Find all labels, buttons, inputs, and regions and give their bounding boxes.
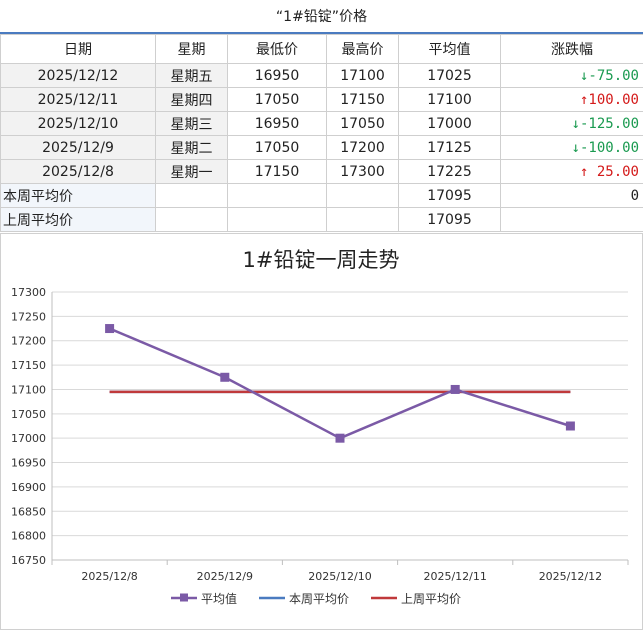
cell-weekday[interactable]: 星期五 — [156, 64, 228, 88]
data-point — [336, 434, 345, 443]
last-week-row: 上周平均价 17095 — [1, 208, 643, 232]
cell-weekday[interactable]: 星期四 — [156, 88, 228, 112]
y-tick-label: 17000 — [11, 432, 46, 445]
y-tick-label: 17300 — [11, 286, 46, 299]
cell-avg[interactable]: 17100 — [399, 88, 501, 112]
last-week-avg[interactable]: 17095 — [399, 208, 501, 232]
header-avg[interactable]: 平均值 — [399, 35, 501, 64]
x-tick-label: 2025/12/8 — [81, 570, 137, 583]
empty-cell[interactable] — [501, 208, 643, 232]
cell-date[interactable]: 2025/12/10 — [1, 112, 156, 136]
data-point — [220, 373, 229, 382]
cell-avg[interactable]: 17225 — [399, 160, 501, 184]
cell-date[interactable]: 2025/12/8 — [1, 160, 156, 184]
table-header-row: 日期 星期 最低价 最高价 平均值 涨跌幅 — [1, 35, 643, 64]
table-row: 2025/12/8 星期一 17150 17300 17225 ↑ 25.00 — [1, 160, 643, 184]
y-tick-label: 16800 — [11, 530, 46, 543]
header-change[interactable]: 涨跌幅 — [501, 35, 643, 64]
header-low[interactable]: 最低价 — [228, 35, 327, 64]
y-tick-label: 16900 — [11, 481, 46, 494]
trend-chart[interactable]: 1#铅锭一周走势 16750 16800 16850 16900 16950 17000 1… — [0, 233, 643, 630]
legend-label: 上周平均价 — [401, 592, 461, 606]
cell-change[interactable]: ↓-100.00 — [501, 136, 643, 160]
this-week-label[interactable]: 本周平均价 — [1, 184, 156, 208]
y-tick-label: 17050 — [11, 408, 46, 421]
data-point — [566, 422, 575, 431]
cell-change[interactable]: ↓-75.00 — [501, 64, 643, 88]
empty-cell[interactable] — [327, 184, 399, 208]
cell-change[interactable]: ↑100.00 — [501, 88, 643, 112]
cell-change[interactable]: ↓-125.00 — [501, 112, 643, 136]
table-row: 2025/12/10 星期三 16950 17050 17000 ↓-125.0… — [1, 112, 643, 136]
x-tick-label: 2025/12/10 — [308, 570, 371, 583]
cell-weekday[interactable]: 星期二 — [156, 136, 228, 160]
y-tick-label: 16950 — [11, 457, 46, 470]
cell-high[interactable]: 17200 — [327, 136, 399, 160]
header-high[interactable]: 最高价 — [327, 35, 399, 64]
cell-high[interactable]: 17150 — [327, 88, 399, 112]
y-tick-label: 17200 — [11, 335, 46, 348]
y-tick-label: 17150 — [11, 359, 46, 372]
header-date[interactable]: 日期 — [1, 35, 156, 64]
empty-cell[interactable] — [228, 208, 327, 232]
table-row: 2025/12/11 星期四 17050 17150 17100 ↑100.00 — [1, 88, 643, 112]
cell-date[interactable]: 2025/12/11 — [1, 88, 156, 112]
last-week-label[interactable]: 上周平均价 — [1, 208, 156, 232]
cell-high[interactable]: 17100 — [327, 64, 399, 88]
cell-change[interactable]: ↑ 25.00 — [501, 160, 643, 184]
cell-weekday[interactable]: 星期一 — [156, 160, 228, 184]
data-point — [105, 324, 114, 333]
cell-low[interactable]: 17050 — [228, 136, 327, 160]
empty-cell[interactable] — [156, 184, 228, 208]
sheet-title: “1#铅锭”价格 — [0, 0, 643, 34]
this-week-avg[interactable]: 17095 — [399, 184, 501, 208]
this-week-change[interactable]: 0 — [501, 184, 643, 208]
x-tick-label: 2025/12/11 — [423, 570, 486, 583]
this-week-row: 本周平均价 17095 0 — [1, 184, 643, 208]
cell-avg[interactable]: 17025 — [399, 64, 501, 88]
y-tick-label: 17100 — [11, 383, 46, 396]
table-row: 2025/12/12 星期五 16950 17100 17025 ↓-75.00 — [1, 64, 643, 88]
header-weekday[interactable]: 星期 — [156, 35, 228, 64]
cell-low[interactable]: 17050 — [228, 88, 327, 112]
cell-weekday[interactable]: 星期三 — [156, 112, 228, 136]
cell-low[interactable]: 17150 — [228, 160, 327, 184]
cell-high[interactable]: 17300 — [327, 160, 399, 184]
empty-cell[interactable] — [327, 208, 399, 232]
x-tick-label: 2025/12/9 — [197, 570, 253, 583]
price-table: 日期 星期 最低价 最高价 平均值 涨跌幅 2025/12/12 星期五 169… — [0, 34, 643, 232]
cell-avg[interactable]: 17000 — [399, 112, 501, 136]
y-tick-label: 17250 — [11, 310, 46, 323]
cell-high[interactable]: 17050 — [327, 112, 399, 136]
cell-date[interactable]: 2025/12/12 — [1, 64, 156, 88]
trend-chart-svg: 1#铅锭一周走势 16750 16800 16850 16900 16950 17000 1… — [0, 233, 643, 630]
data-point — [451, 385, 460, 394]
cell-avg[interactable]: 17125 — [399, 136, 501, 160]
x-tick-label: 2025/12/12 — [539, 570, 602, 583]
table-row: 2025/12/9 星期二 17050 17200 17125 ↓-100.00 — [1, 136, 643, 160]
cell-low[interactable]: 16950 — [228, 112, 327, 136]
legend-label: 平均值 — [201, 591, 237, 606]
empty-cell[interactable] — [228, 184, 327, 208]
cell-date[interactable]: 2025/12/9 — [1, 136, 156, 160]
cell-low[interactable]: 16950 — [228, 64, 327, 88]
y-tick-label: 16750 — [11, 554, 46, 567]
chart-title: 1#铅锭一周走势 — [243, 248, 400, 272]
legend-marker — [180, 594, 188, 602]
empty-cell[interactable] — [156, 208, 228, 232]
legend-label: 本周平均价 — [289, 592, 349, 606]
y-tick-label: 16850 — [11, 505, 46, 518]
